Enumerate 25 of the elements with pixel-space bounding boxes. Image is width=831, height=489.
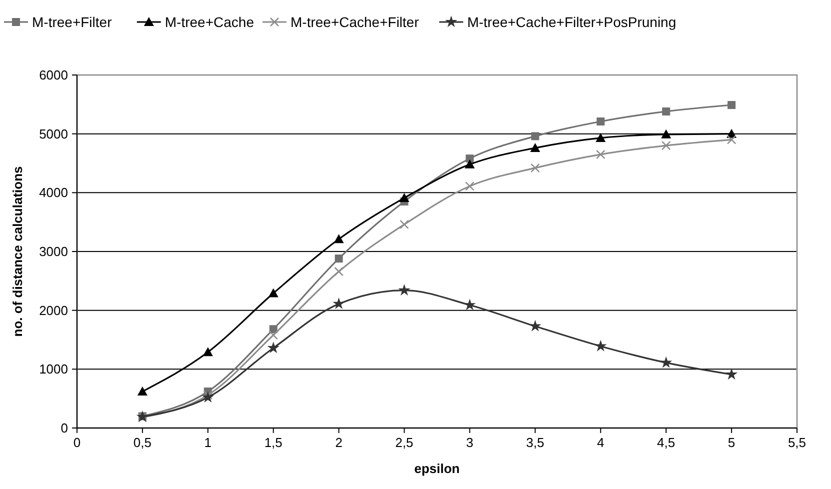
legend-label: M-tree+Filter [32,14,112,30]
y-tick-label: 4000 [39,185,68,200]
x-tick-label: 1,5 [264,435,282,450]
y-tick-label: 2000 [39,302,68,318]
x-tick-label: 2,5 [395,435,414,450]
y-tick-label: 5000 [39,126,68,142]
x-tick-label: 4,5 [657,435,676,450]
legend-label: M-tree+Cache [164,14,254,30]
x-tick-label: 3 [466,435,474,450]
x-tick-label: 0,5 [133,435,152,450]
y-tick-label: 6000 [39,68,68,82]
x-tick-label: 5,5 [788,435,806,450]
y-tick-label: 0 [60,420,68,436]
x-tick-label: 4 [597,435,604,450]
x-axis-title: epsilon [414,461,460,476]
y-tick-label: 3000 [39,244,68,259]
x-tick-label: 3,5 [526,435,544,450]
x-tick-label: 2 [335,435,342,450]
x-tick-label: 1 [204,435,212,450]
y-tick-label: 1000 [39,362,68,377]
legend-label: M-tree+Cache+Filter [290,14,420,30]
y-axis-title: no. of distance calculations [10,166,25,337]
x-tick-label: 5 [728,435,736,450]
legend-label: M-tree+Cache+Filter+PosPruning [467,14,676,30]
x-tick-label: 0 [73,435,81,450]
